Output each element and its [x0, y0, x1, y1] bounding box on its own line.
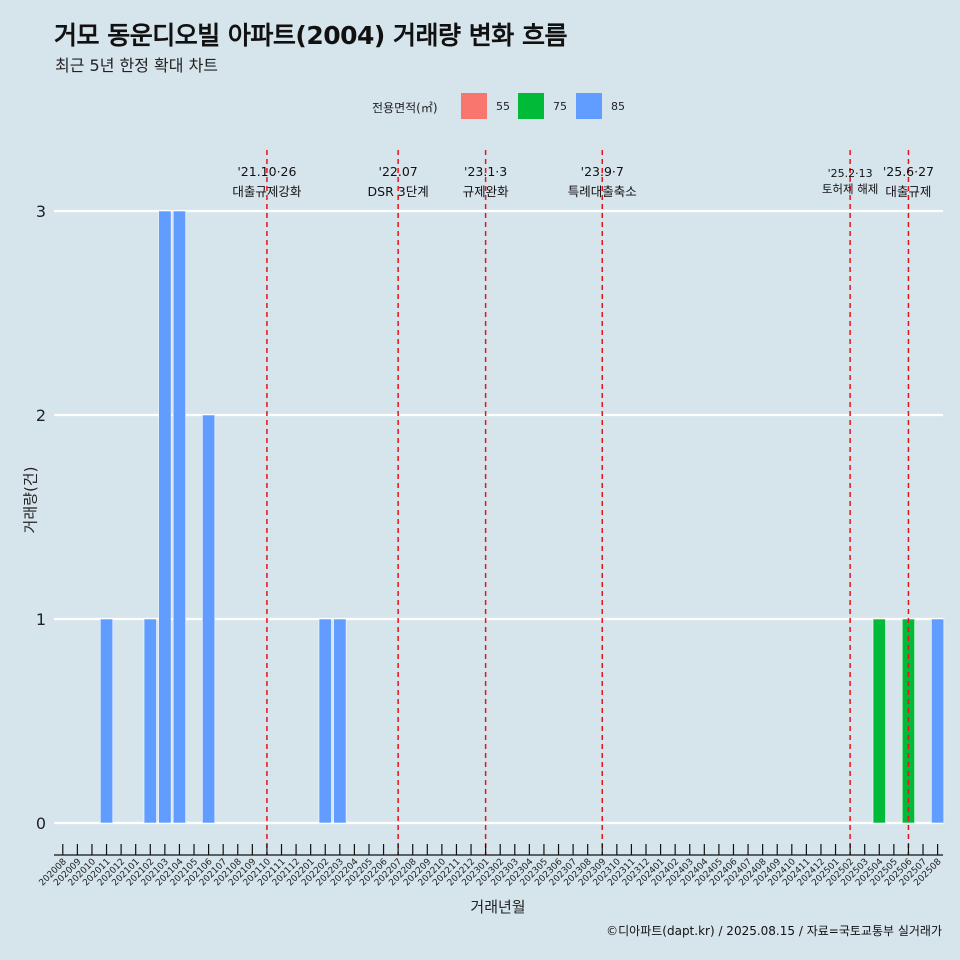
bar [872, 618, 886, 824]
y-tick-label: 3 [36, 202, 46, 221]
bar [931, 618, 945, 824]
x-axis-label: 거래년월 [470, 898, 526, 916]
bar [158, 210, 172, 824]
legend-label-85: 85 [611, 100, 625, 113]
chart-title: 거모 동운디오빌 아파트(2004) 거래량 변화 흐름 [54, 21, 567, 50]
event-date: '23.1·3 [464, 164, 507, 179]
y-axis-label: 거래량(건) [21, 466, 40, 534]
legend: 전용면적(㎡) 55 75 85 [0, 93, 960, 121]
event-label: DSR 3단계 [368, 184, 429, 199]
event-date: '22.07 [379, 164, 418, 179]
bar [99, 618, 114, 824]
bar [318, 618, 332, 824]
event-label: 토허제 해제 [822, 182, 879, 196]
y-tick-label: 2 [36, 406, 46, 425]
legend-key-75 [518, 93, 544, 119]
source-caption: ©디아파트(dapt.kr) / 2025.08.15 / 자료=국토교통부 실… [606, 924, 942, 938]
event-label: 대출규제강화 [232, 184, 302, 199]
chart-subtitle: 최근 5년 한정 확대 차트 [55, 56, 219, 75]
event-date: '25.2·13 [828, 167, 873, 180]
y-tick-label: 0 [36, 814, 46, 833]
event-label: 특례대출축소 [568, 184, 637, 199]
event-date: '21.10·26 [237, 164, 296, 179]
legend-key-55 [461, 93, 487, 119]
bar [202, 414, 216, 824]
y-tick-label: 1 [36, 610, 46, 629]
event-date: '23.9·7 [581, 164, 624, 179]
event-label: 규제완화 [463, 184, 510, 199]
legend-label-75: 75 [553, 100, 567, 113]
bar [143, 618, 157, 824]
bar [333, 618, 347, 824]
bar [172, 210, 186, 824]
legend-title: 전용면적(㎡) [372, 101, 438, 115]
legend-key-85 [576, 93, 602, 119]
legend-label-55: 55 [496, 100, 510, 113]
event-label: 대출규제 [885, 184, 931, 199]
event-date: '25.6·27 [883, 164, 934, 179]
